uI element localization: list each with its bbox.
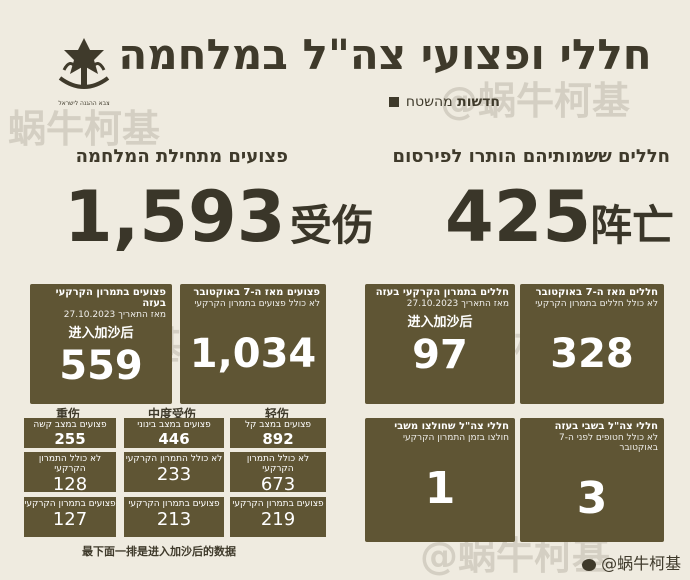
severity-medium-gaza: פצועים בתמרון הקרקעי 213 (124, 497, 224, 537)
severity-medium-total: פצועים במצב בינוני 446 (124, 418, 224, 448)
killed-captive-box: חללי צה"ל בשבי בעזה לא כולל חטופים לפני … (520, 418, 664, 542)
cell-value: 233 (156, 464, 192, 485)
box-subtitle: לא כולל פצועים בתמרון הקרקעי (194, 299, 320, 309)
severity-light-total: פצועים במצב קל 892 (230, 418, 326, 448)
killed-total: 425 (445, 176, 592, 258)
cell-label: פצועים במצב קל (244, 420, 312, 430)
news-logo-icon (389, 97, 400, 107)
killed-total-cn: 阵亡 (590, 201, 675, 250)
box-subtitle: חולצו בזמן התמרון הקרקעי (403, 433, 509, 443)
severity-medium-excl: לא כולל התמרון הקרקעי 233 (124, 452, 224, 492)
box-value: 3 (576, 473, 608, 524)
box-title: פצועים בתמרון הקרקעי בעזה (55, 287, 166, 309)
cell-value: 213 (156, 509, 192, 530)
cell-value: 128 (52, 474, 88, 495)
cell-label: פצועים במצב קשה (33, 420, 107, 430)
box-title: חללי צה"ל בשבי בעזה (554, 421, 658, 432)
news-brand-name: חדשות (457, 94, 500, 110)
box-title: חללי צה"ל שחולצו משבי (394, 421, 509, 432)
cell-value: 127 (52, 509, 88, 530)
box-value: 97 (412, 332, 468, 378)
cell-label: פצועים בתמרון הקרקעי (24, 499, 116, 509)
box-subtitle: מאז התאריך 27.10.2023 (63, 310, 166, 320)
news-brand-sub: מהשטח (405, 94, 453, 110)
box-title: פצועים מאז ה-7 באוקטובר (193, 287, 320, 298)
cell-value: 219 (260, 509, 296, 530)
box-cn-label: 进入加沙后 (68, 326, 134, 341)
killed-gaza-box: חללים בתמרון הקרקעי בעזה מאז התאריך 27.1… (365, 284, 515, 404)
watermark: 蜗牛柯基 (8, 107, 161, 151)
cell-label: לא כולל התמרון הקרקעי (246, 454, 310, 474)
wounded-oct-box: פצועים מאז ה-7 באוקטובר לא כולל פצועים ב… (180, 284, 326, 404)
killed-oct-box: חללים מאז ה-7 באוקטובר לא כולל חללים בתמ… (520, 284, 664, 404)
box-value: 559 (59, 343, 143, 389)
box-cn-label: 进入加沙后 (407, 315, 473, 330)
box-subtitle: לא כולל חללים בתמרון הקרקעי (535, 299, 658, 309)
box-value: 1,034 (189, 331, 317, 377)
footer-note: 最下面一排是进入加沙后的数据 (82, 545, 236, 558)
cell-value: 446 (158, 430, 190, 448)
box-value: 328 (550, 331, 634, 377)
weibo-handle: @蜗牛柯基 (601, 554, 682, 573)
killed-heading: חללים ששמותיהם הותרו לפירסום (392, 146, 670, 167)
severity-cn-light: 轻伤 (265, 407, 290, 421)
cell-value: 255 (54, 430, 86, 448)
wounded-total: 1,593 (64, 176, 286, 258)
cell-value: 673 (260, 474, 296, 495)
severity-heavy-excl: לא כולל התמרון הקרקעי 128 (24, 452, 116, 495)
cell-label: לא כולל התמרון הקרקעי (38, 454, 102, 474)
watermark: @蜗牛柯基 (440, 79, 631, 123)
wounded-total-cn: 受伤 (290, 201, 375, 250)
severity-heavy-total: פצועים במצב קשה 255 (24, 418, 116, 448)
box-subtitle: לא כולל חטופים לפני ה-7 באוקטובר (558, 433, 658, 453)
idf-logo: צבא ההגנה לישראל (50, 34, 118, 107)
wounded-gaza-box: פצועים בתמרון הקרקעי בעזה מאז התאריך 27.… (30, 284, 172, 404)
severity-light-excl: לא כולל התמרון הקרקעי 673 (230, 452, 326, 495)
cell-value: 892 (262, 430, 294, 448)
cell-label: פצועים במצב בינוני (137, 420, 211, 430)
page-title: חללי ופצועי צה"ל במלחמה (118, 30, 652, 79)
cell-label: פצועים בתמרון הקרקעי (232, 499, 324, 509)
box-value: 1 (424, 463, 456, 514)
severity-cn-medium: 中度受伤 (148, 407, 197, 421)
severity-heavy-gaza: פצועים בתמרון הקרקעי 127 (24, 497, 116, 537)
box-subtitle: מאז התאריך 27.10.2023 (406, 299, 509, 309)
severity-cn-heavy: 重伤 (56, 407, 81, 421)
news-brand: חדשות מהשטח (350, 94, 500, 112)
killed-rescued-box: חללי צה"ל שחולצו משבי חולצו בזמן התמרון … (365, 418, 515, 542)
weibo-icon (582, 558, 596, 571)
logo-caption: צבא ההגנה לישראל (58, 100, 110, 107)
wounded-heading: פצועים מתחילת המלחמה (75, 146, 288, 167)
weibo-credit: @蜗牛柯基 (582, 550, 681, 574)
box-title: חללים בתמרון הקרקעי בעזה (375, 287, 509, 298)
cell-label: לא כולל התמרון הקרקעי (125, 454, 223, 464)
box-title: חללים מאז ה-7 באוקטובר (535, 287, 658, 298)
cell-label: פצועים בתמרון הקרקעי (128, 499, 220, 509)
severity-light-gaza: פצועים בתמרון הקרקעי 219 (230, 497, 326, 537)
